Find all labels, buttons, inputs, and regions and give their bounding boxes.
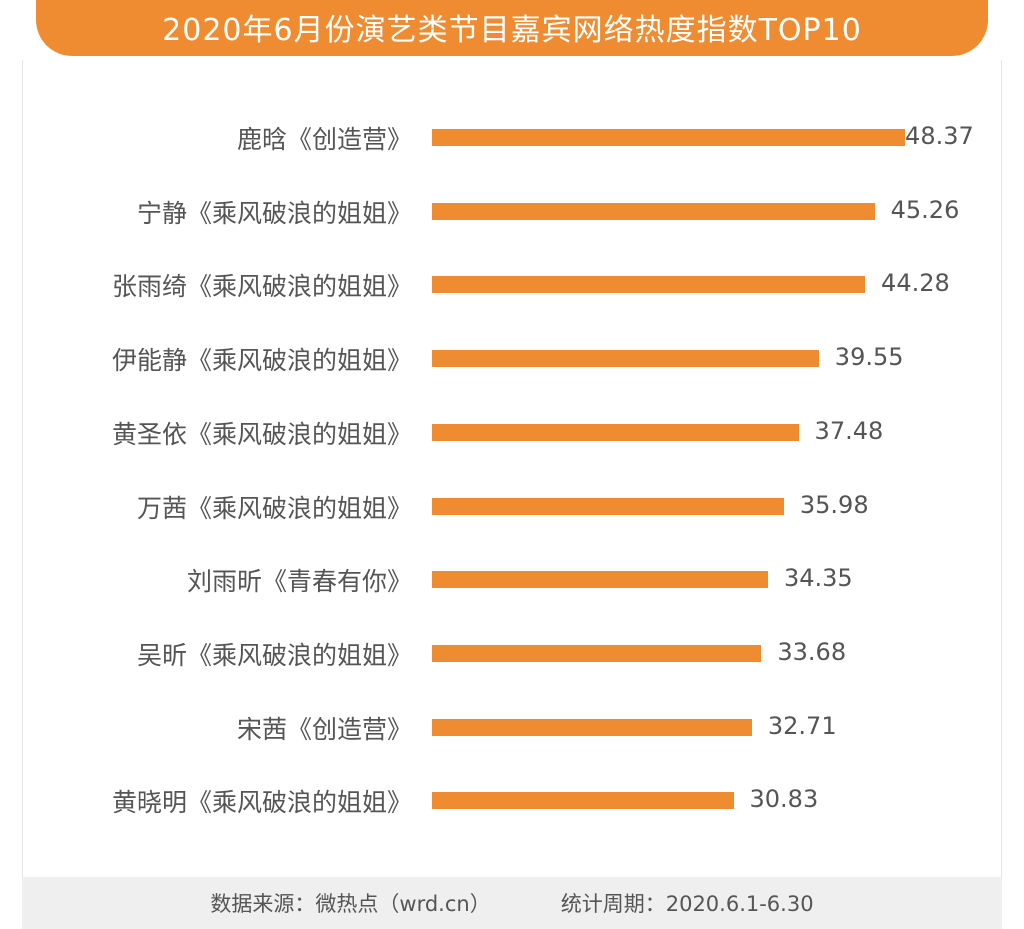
bar-label: 万茜《乘风破浪的姐姐》 [136,493,412,523]
bar-label: 宁静《乘风破浪的姐姐》 [136,198,412,228]
bar-value: 32.71 [767,711,837,740]
bar-value: 33.68 [777,637,847,666]
stat-period: 统计周期：2020.6.1-6.30 [560,892,814,916]
bar-row: 吴昕《乘风破浪的姐姐》 33.68 [0,632,1024,672]
bar-value: 34.35 [783,564,853,593]
bar-label: 伊能静《乘风破浪的姐姐》 [111,346,412,376]
bar-row: 万茜《乘风破浪的姐姐》 35.98 [0,485,1024,525]
bar-value: 35.98 [799,490,869,519]
bar-row: 宁静《乘风破浪的姐姐》 45.26 [0,190,1024,230]
bar-label: 吴昕《乘风破浪的姐姐》 [136,640,412,670]
bar [432,202,875,220]
bar-label: 黄圣依《乘风破浪的姐姐》 [111,419,412,449]
bar-label: 黄晓明《乘风破浪的姐姐》 [111,788,412,818]
bar [432,718,752,736]
bar [432,129,906,146]
bar [432,571,768,589]
footer: 数据来源：微热点（wrd.cn） 统计周期：2020.6.1-6.30 [22,877,1002,929]
bar-value: 30.83 [749,785,819,814]
bar-value: 39.55 [834,343,904,372]
bar [432,423,799,441]
bar-row: 伊能静《乘风破浪的姐姐》 39.55 [0,337,1024,377]
bar-row: 宋茜《创造营》 32.71 [0,706,1024,746]
left-border [22,60,23,929]
bar-row: 张雨绮《乘风破浪的姐姐》 44.28 [0,263,1024,303]
bar-value: 37.48 [814,416,884,445]
bar [432,350,819,368]
bar-label: 刘雨昕《青春有你》 [186,567,412,597]
bar-row: 黄圣依《乘风破浪的姐姐》 37.48 [0,411,1024,451]
bar-row: 黄晓明《乘风破浪的姐姐》 30.83 [0,779,1024,819]
bar [432,792,734,810]
bar-value: 48.37 [905,122,974,150]
bar [432,276,866,294]
bar-label: 鹿晗《创造营》 [236,125,412,154]
bar [432,497,784,515]
bar-value: 45.26 [890,195,960,224]
bar-label: 张雨绮《乘风破浪的姐姐》 [111,272,412,302]
bar-row: 鹿晗《创造营》 48.37 [0,116,1024,156]
title-banner: 2020年6月份演艺类节目嘉宾网络热度指数TOP10 [36,0,988,56]
chart-title: 2020年6月份演艺类节目嘉宾网络热度指数TOP10 [162,13,862,48]
bar-row: 刘雨昕《青春有你》 34.35 [0,558,1024,598]
bar [432,644,762,662]
bar-value: 44.28 [881,269,950,298]
data-source: 数据来源：微热点（wrd.cn） [210,892,491,916]
right-border [1001,60,1002,929]
bar-label: 宋茜《创造营》 [236,714,412,744]
